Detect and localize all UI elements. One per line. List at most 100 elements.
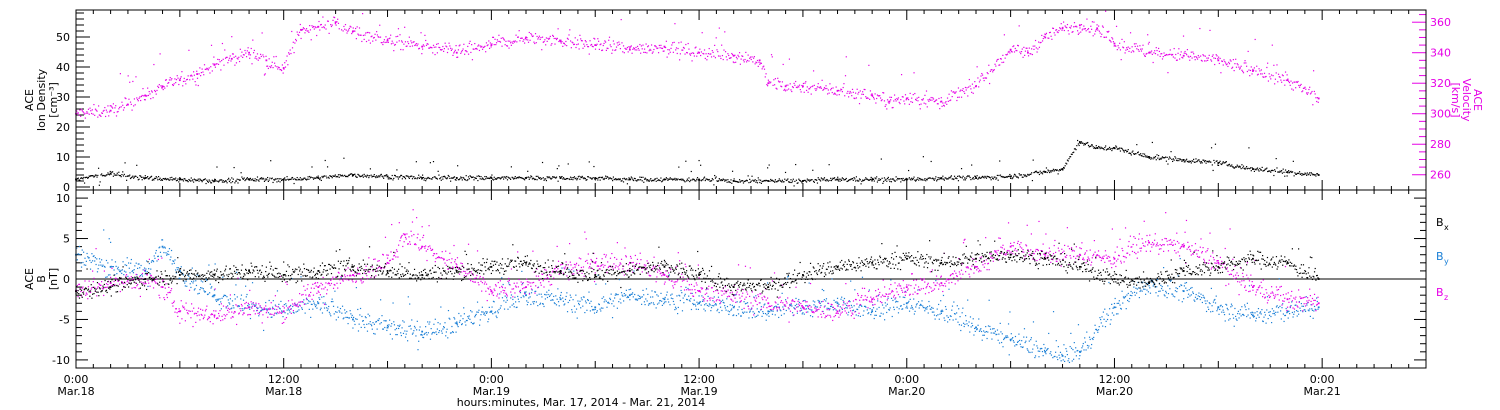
- velocity-point: [843, 83, 845, 85]
- density-point: [900, 181, 902, 183]
- by-point: [528, 292, 531, 294]
- density-point: [83, 182, 86, 184]
- by-point: [685, 286, 687, 289]
- by-point: [817, 299, 819, 302]
- by-point: [748, 317, 750, 319]
- velocity-point: [239, 48, 241, 50]
- velocity-point: [1302, 87, 1305, 89]
- by-point: [579, 300, 581, 302]
- by-point: [639, 297, 641, 300]
- density-point: [390, 177, 392, 179]
- density-point: [607, 176, 609, 178]
- by-point: [710, 310, 712, 312]
- density-point: [553, 176, 555, 178]
- by-point: [550, 299, 552, 302]
- velocity-point: [1246, 70, 1248, 73]
- density-point: [683, 180, 685, 182]
- by-point: [605, 300, 607, 302]
- velocity-point: [898, 101, 900, 103]
- velocity-point: [864, 88, 866, 91]
- by-point: [587, 299, 589, 302]
- density-point: [379, 176, 381, 178]
- density-point: [1052, 168, 1055, 170]
- by-point: [931, 311, 933, 313]
- velocity-point: [1087, 28, 1090, 30]
- by-point: [903, 303, 905, 306]
- density-point: [562, 177, 565, 179]
- by-point: [681, 292, 683, 294]
- density-point: [1284, 169, 1287, 171]
- velocity-point: [1166, 54, 1168, 56]
- density-point: [115, 174, 118, 176]
- by-point: [593, 312, 596, 314]
- velocity-point: [158, 84, 160, 86]
- by-point: [559, 296, 561, 299]
- by-point: [130, 262, 132, 264]
- density-point: [133, 177, 135, 179]
- density-point: [458, 178, 460, 181]
- velocity-point: [586, 44, 588, 46]
- by-point: [641, 296, 643, 298]
- by-point: [833, 299, 835, 302]
- velocity-point: [107, 105, 109, 107]
- density-point: [647, 180, 650, 182]
- velocity-point: [1049, 31, 1051, 33]
- density-point: [285, 179, 287, 181]
- density-point: [1125, 149, 1127, 151]
- velocity-point: [283, 68, 285, 70]
- density-point: [728, 181, 731, 183]
- density-point: [774, 179, 777, 181]
- by-point: [416, 320, 418, 322]
- density-point: [622, 181, 625, 183]
- velocity-point: [844, 95, 846, 97]
- density-point: [465, 175, 467, 177]
- by-point: [485, 312, 488, 314]
- velocity-point: [325, 28, 327, 30]
- velocity-point: [326, 20, 329, 22]
- velocity-point: [94, 114, 96, 116]
- velocity-point: [153, 63, 155, 66]
- by-point: [322, 302, 324, 304]
- velocity-point: [1199, 27, 1201, 30]
- by-point: [285, 305, 288, 307]
- velocity-point: [675, 49, 677, 51]
- by-point: [571, 309, 573, 311]
- density-point: [696, 178, 698, 180]
- by-point: [868, 289, 870, 291]
- density-point: [827, 180, 829, 182]
- velocity-point: [1260, 69, 1263, 71]
- by-point: [519, 292, 522, 294]
- velocity-point: [790, 89, 792, 91]
- velocity-point: [556, 37, 558, 40]
- velocity-point: [886, 99, 889, 101]
- density-point: [320, 179, 322, 182]
- density-anchor-point: [767, 180, 770, 182]
- velocity-point: [1203, 55, 1205, 57]
- velocity-point: [539, 38, 541, 40]
- density-point: [129, 174, 131, 176]
- velocity-point: [508, 47, 510, 49]
- density-point: [1150, 158, 1152, 160]
- velocity-point: [562, 45, 564, 47]
- density-point: [910, 179, 912, 181]
- velocity-point: [93, 103, 95, 106]
- velocity-point: [180, 76, 182, 78]
- velocity-point: [147, 87, 149, 89]
- velocity-point: [154, 90, 157, 93]
- by-point: [914, 310, 916, 312]
- density-point: [501, 176, 503, 178]
- velocity-point: [115, 115, 118, 117]
- density-point: [316, 176, 318, 178]
- density-point: [675, 178, 678, 180]
- velocity-point: [637, 47, 639, 50]
- by-point: [121, 272, 123, 274]
- by-point: [344, 309, 346, 311]
- velocity-point: [129, 101, 132, 103]
- by-point: [616, 307, 618, 309]
- velocity-point: [1226, 63, 1228, 65]
- density-point: [513, 177, 516, 179]
- velocity-point: [358, 34, 360, 36]
- velocity-point: [337, 18, 339, 20]
- density-point: [97, 174, 99, 177]
- by-point: [492, 313, 494, 315]
